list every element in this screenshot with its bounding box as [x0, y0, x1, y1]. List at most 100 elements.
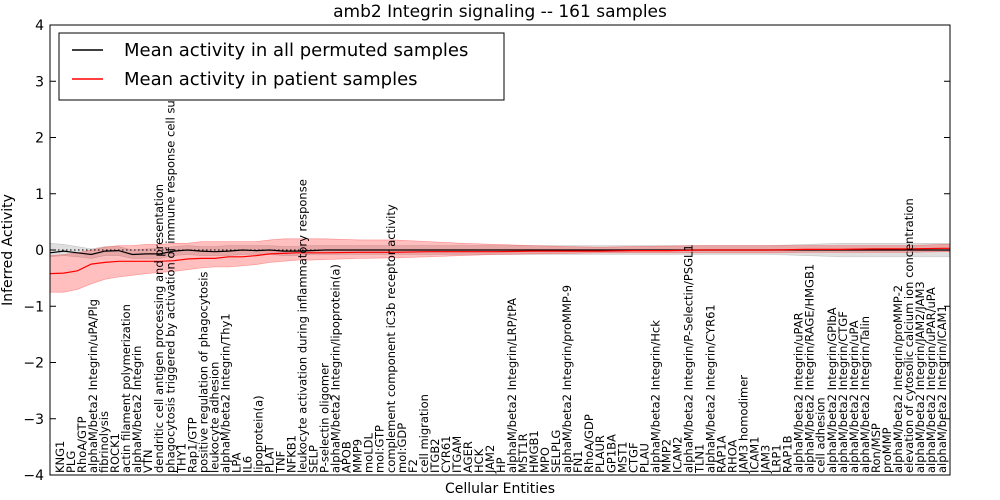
x-category-label: MST1R	[516, 433, 530, 473]
x-category-label: MST1	[615, 441, 629, 473]
x-category-label: LRP1	[770, 444, 784, 473]
x-category-label: Rap1/GTP	[185, 417, 199, 473]
y-tick-label: −2	[23, 356, 44, 372]
x-category-label: moLDL	[362, 432, 376, 473]
x-category-label: alphaM/beta2 Integrin/CYR61	[704, 304, 718, 473]
x-category-label: alphaM/beta2 Integrin/ICAM1	[935, 305, 949, 473]
x-category-label: MPO	[538, 447, 552, 473]
x-category-label: SELP	[307, 445, 321, 473]
x-category-label: JAM3	[759, 445, 773, 474]
x-category-label: alphaM/beta2 Integrin/uPAR/uPA	[924, 287, 938, 473]
series-line-patient	[49, 247, 950, 275]
x-category-label: cell adhesion	[814, 397, 828, 473]
y-tick-label: −4	[23, 468, 44, 484]
x-category-label: RhoA/GTP	[75, 416, 89, 473]
x-category-label: alphaM/beta2 Integrin/uPAR	[792, 312, 806, 473]
x-category-label: ITGAM	[450, 436, 464, 473]
y-tick-label: −3	[23, 412, 44, 428]
x-category-label: alphaM/beta2 Integrin/CTGF	[836, 311, 850, 473]
x-category-label: moI:GTP	[373, 425, 387, 473]
x-category-label: alphaM/beta2 Integrin/Thy1	[218, 313, 232, 473]
x-category-label: alphaM/beta2 Integrin/GPIbA	[825, 307, 839, 473]
legend-box	[58, 32, 505, 101]
x-category-label: complement component iC3b receptor activ…	[384, 204, 398, 473]
x-category-label: JAM3 homodimer	[737, 375, 751, 474]
x-category-label: P-selectin oligomer	[318, 363, 332, 473]
x-category-label: alphaM/beta2 Integrin/LRP/tPA	[505, 298, 519, 473]
x-category-label: moI:GDP	[395, 423, 409, 473]
x-category-label: CTGF	[626, 442, 640, 473]
x-category-label: HP	[494, 457, 508, 473]
confidence-bands	[49, 238, 951, 293]
x-category-label: TNF	[274, 451, 288, 474]
x-category-label: FN1	[571, 450, 585, 473]
x-category-label: Ron/MSP	[869, 423, 883, 473]
x-category-label: GP1BA	[604, 434, 618, 473]
x-category-label: PLAT	[263, 444, 277, 473]
y-tick-label: 3	[35, 74, 44, 90]
x-category-label: alphaM/beta2 Integrin/P-Selectin/PSGL1	[681, 244, 695, 473]
x-category-label: alphaM/beta2 Integrin/uPA/Plg	[86, 299, 100, 473]
x-category-label: actin filament polymerization	[119, 304, 133, 473]
x-category-label: KNG1	[53, 441, 67, 473]
x-category-label: HMGB1	[527, 430, 541, 473]
y-tick-label: 4	[35, 18, 44, 34]
x-category-label: alphaM/beta2 Integrin/uPA	[847, 320, 861, 473]
y-axis-label: Inferred Activity	[0, 194, 16, 306]
x-category-label: lipoprotein(a)	[252, 395, 266, 473]
x-axis-label: Cellular Entities	[445, 481, 555, 497]
x-category-label: alphaM/beta2 Integrin	[130, 346, 144, 473]
legend-label-permuted: Mean activity in all permuted samples	[124, 40, 468, 61]
x-category-label: RhoA/GDP	[582, 414, 596, 473]
x-category-label: APOB	[340, 441, 354, 473]
x-category-label: leukocyte adhesion	[207, 362, 221, 473]
x-category-label: MMP2	[659, 439, 673, 473]
x-category-label: VTN	[141, 450, 155, 474]
x-category-label: fibrinolysis	[97, 411, 111, 473]
x-category-label: alphaM/beta2 Integrin/Hck	[648, 320, 662, 473]
x-category-label: IL6	[240, 456, 254, 473]
x-category-label: ICAM2	[670, 436, 684, 473]
legend: Mean activity in all permuted samples Me…	[58, 32, 505, 101]
x-category-label: PLAU	[637, 443, 651, 473]
x-category-label: THY1	[174, 443, 188, 474]
x-category-label: RHOA	[726, 440, 740, 473]
x-category-label: ICAM1	[748, 436, 762, 473]
x-category-label: alphaM/beta2 Integrin/proMMP-9	[560, 285, 574, 473]
y-tick-label: −1	[23, 299, 44, 315]
x-category-label: NFKB1	[285, 435, 299, 473]
x-category-label: AGER	[461, 441, 475, 473]
x-category-label: alphaM/beta2 Integrin/proMMP-2	[891, 285, 905, 473]
y-axis-ticks: −4 −3 −2 −1 0 1 2 3 4	[23, 18, 950, 484]
x-category-label: JAM2	[483, 445, 497, 474]
x-category-label: phagocytosis triggered by activation of …	[163, 71, 177, 473]
x-category-label: alphaM/beta2 Integrin/lipoprotein(a)	[329, 264, 343, 473]
x-category-label: leukocyte activation during inflammatory…	[296, 179, 310, 473]
x-category-label: elevation of cytosolic calcium ion conce…	[902, 198, 916, 473]
x-category-label: SELPLG	[549, 430, 563, 473]
chart-title: amb2 Integrin signaling -- 161 samples	[333, 2, 667, 22]
x-category-label: dendritic cell antigen processing and pr…	[152, 184, 166, 473]
x-category-label: alphaM/beta2 Integrin/JAM2/JAM3	[913, 281, 927, 473]
x-category-label: ITGB2	[428, 438, 442, 473]
x-category-label: HCK	[472, 448, 486, 473]
x-category-label: ROCK1	[108, 433, 122, 473]
legend-label-patient: Mean activity in patient samples	[124, 69, 418, 90]
x-category-label: positive regulation of phagocytosis	[196, 272, 210, 473]
x-category-label: cell migration	[417, 394, 431, 473]
x-category-label: alphaM/beta2 Integrin/Talin	[858, 316, 872, 473]
y-tick-label: 0	[35, 243, 44, 259]
x-category-label: proMMP	[880, 427, 894, 473]
x-category-label: RAP1A	[715, 435, 729, 473]
y-tick-label: 2	[35, 131, 44, 147]
y-tick-label: 1	[35, 187, 44, 203]
x-category-label: TLN1	[693, 444, 707, 474]
x-category-label: RAP1B	[781, 435, 795, 473]
x-category-label: PLAUR	[593, 435, 607, 473]
plot-frame	[49, 24, 951, 476]
x-category-label: alphaM/beta2 Integrin/RAGE/HMGB1	[803, 264, 817, 473]
series-lines	[49, 247, 950, 275]
x-category-label: PLG	[64, 451, 78, 473]
